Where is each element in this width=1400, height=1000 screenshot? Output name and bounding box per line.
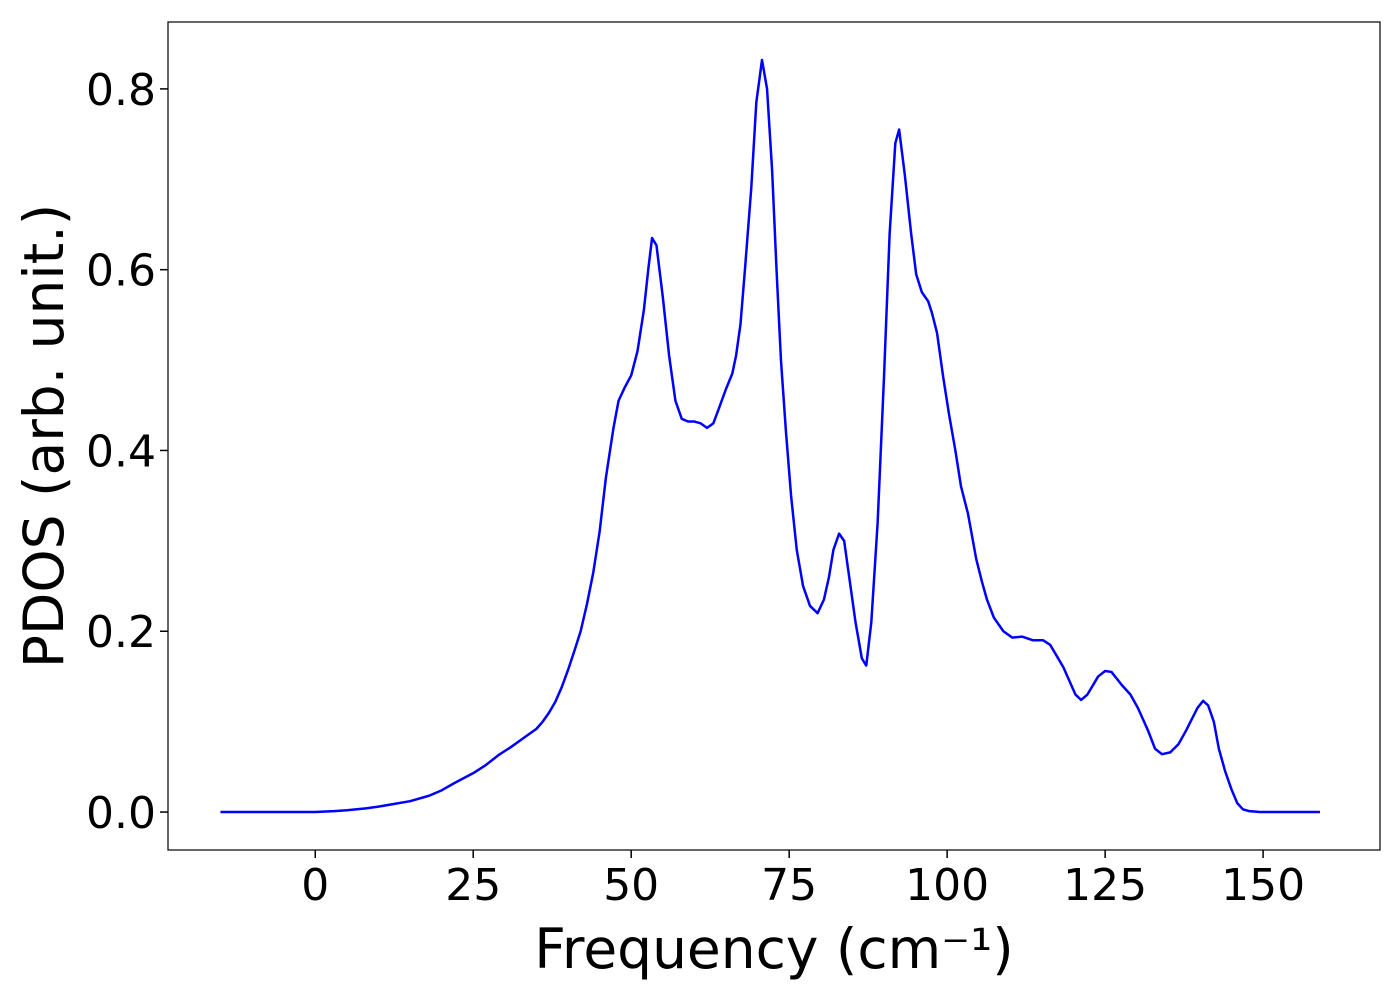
- y-tick-label: 0.8: [86, 65, 156, 116]
- x-tick-label: 25: [445, 860, 501, 911]
- x-tick-label: 50: [603, 860, 659, 911]
- x-tick-label: 150: [1221, 860, 1305, 911]
- y-axis-label: PDOS (arb. unit.): [12, 204, 76, 668]
- y-tick-label: 0.0: [86, 788, 156, 839]
- x-tick-label: 100: [905, 860, 989, 911]
- y-tick-label: 0.4: [86, 426, 156, 477]
- data-line: [220, 58, 1320, 814]
- y-tick-label: 0.6: [86, 246, 156, 297]
- x-axis-label: Frequency (cm⁻¹): [534, 917, 1013, 981]
- x-tick-label: 75: [761, 860, 817, 911]
- x-tick-label: 0: [301, 860, 329, 911]
- y-tick-label: 0.2: [86, 607, 156, 658]
- plot-frame: [167, 21, 1381, 851]
- x-tick-label: 125: [1063, 860, 1147, 911]
